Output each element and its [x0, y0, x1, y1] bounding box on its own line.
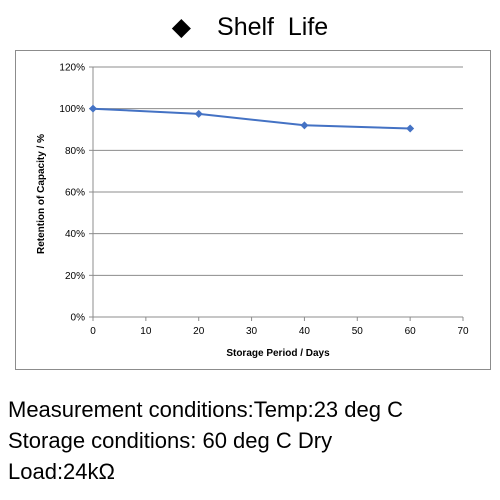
x-tick-label: 70: [457, 326, 469, 337]
x-axis-title: Storage Period / Days: [226, 348, 330, 359]
load-text: Load:24kΩ: [8, 459, 115, 484]
measurement-conditions-text: Measurement conditions:Temp:23 deg C: [8, 397, 403, 422]
series-line: [92, 107, 411, 130]
x-tick-label: 60: [405, 326, 417, 337]
x-tick-label: 30: [246, 326, 258, 337]
y-tick-label: 100%: [59, 104, 85, 115]
data-point-marker: [300, 121, 309, 130]
x-tick-label: 10: [140, 326, 152, 337]
data-point-marker: [406, 124, 415, 133]
y-tick-label: 120%: [59, 63, 85, 74]
data-point-marker: [194, 109, 203, 118]
x-tick-label: 0: [90, 326, 96, 337]
chart-title: Shelf Life: [217, 13, 329, 41]
data-point-marker: [89, 104, 97, 113]
chart-heading: ◆ Shelf Life: [0, 12, 500, 42]
y-tick-label: 0%: [71, 313, 86, 324]
x-tick-label: 20: [193, 326, 205, 337]
x-tick-label: 50: [352, 326, 364, 337]
storage-conditions-text: Storage conditions: 60 deg C Dry: [8, 428, 333, 453]
chart-frame: [15, 50, 491, 370]
y-tick-label: 40%: [65, 229, 85, 240]
y-tick-label: 80%: [65, 146, 85, 157]
diamond-bullet-icon: ◆: [171, 13, 192, 41]
y-tick-label: 20%: [65, 271, 85, 282]
shelf-life-chart: 0% 20% 40% 60% 80% 100% 120% 0 10 20 30 40 50 60 70 Sto…: [36, 63, 469, 360]
y-axis-title: Retention of Capacity / %: [36, 134, 47, 254]
x-tick-label: 40: [299, 326, 311, 337]
y-tick-label: 60%: [65, 188, 85, 199]
